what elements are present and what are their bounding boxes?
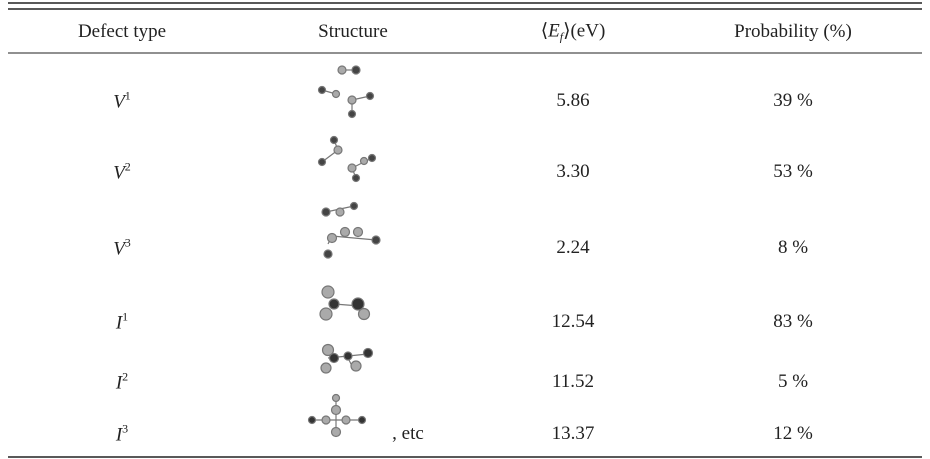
probability: 12 % [773,423,813,444]
defect-type: V1 [113,89,131,114]
formation-energy: 13.37 [551,423,595,444]
header-cell: Defect type [77,21,167,42]
formation-energy: 11.52 [551,371,595,392]
defect-index: 3 [122,421,129,436]
formation-energy: 5.86 [556,90,590,111]
formation-energy: 3.30 [556,161,590,182]
defect-symbol: V [113,238,125,260]
header-cell: ⟨Ef⟩(eV) [541,20,606,45]
probability: 5 % [777,371,809,392]
probability: 53 % [773,161,813,182]
probability: 83 % [773,311,813,332]
structure-suffix: , etc [392,423,424,444]
defect-index: 2 [124,159,131,174]
defect-type: V2 [113,160,131,185]
formation-energy: 2.24 [556,237,590,258]
probability: 8 % [777,237,809,258]
header-part: ⟩(eV) [563,20,606,42]
formation-energy: 12.54 [551,311,595,332]
header-part: ⟨ [540,20,549,42]
header-cell: Probability (%) [734,21,852,42]
defect-symbol: I [115,424,123,446]
defect-symbol: V [113,91,125,113]
defect-type: V3 [113,236,131,261]
header-part: E [548,20,560,42]
header-part: f [559,29,564,44]
defect-index: 2 [122,369,129,384]
defect-index: 3 [124,235,131,250]
probability: 39 % [773,90,813,111]
defect-type: I2 [116,370,128,395]
defect-symbol: V [113,162,125,184]
defect-symbol: I [115,312,123,334]
defect-type: I3 [116,422,128,447]
defect-index: 1 [124,88,131,103]
header-cell: Structure [318,21,388,42]
defect-symbol: I [115,372,123,394]
defect-index: 1 [122,309,129,324]
defect-type: I1 [116,310,128,335]
